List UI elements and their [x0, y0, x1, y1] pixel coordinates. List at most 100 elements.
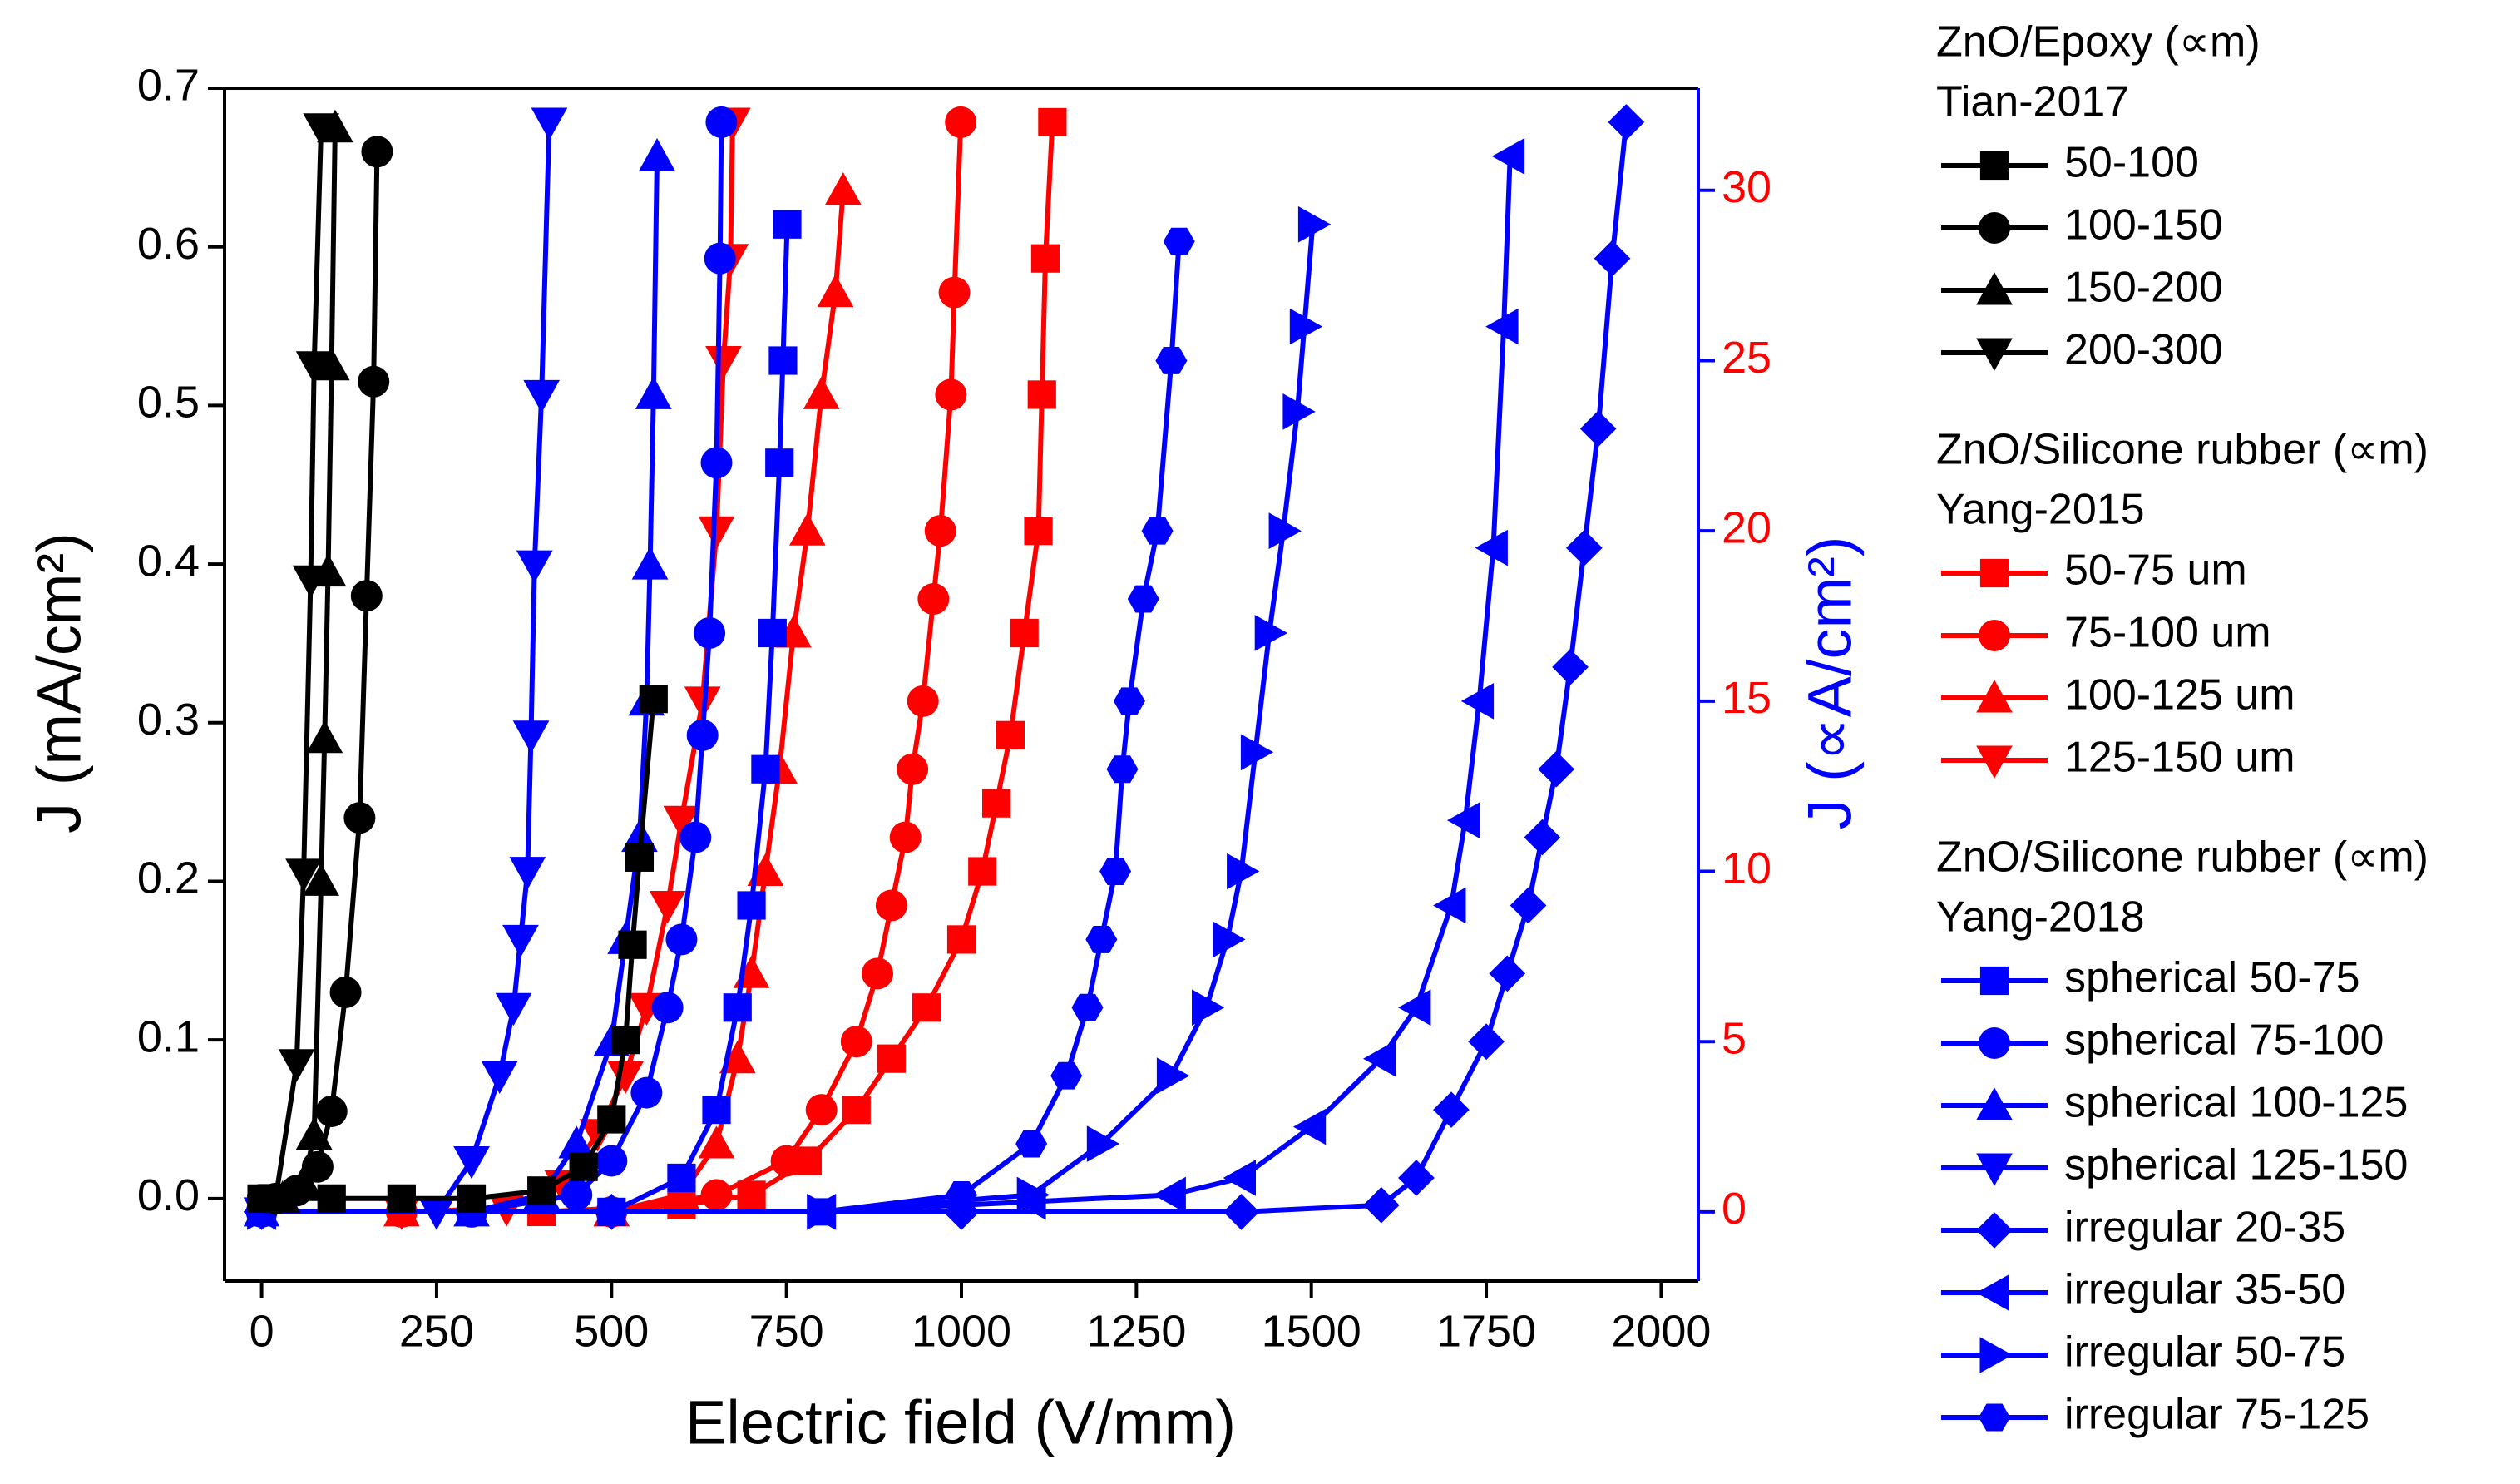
- legend-marker: [1979, 1027, 2010, 1059]
- series: [383, 107, 751, 1230]
- marker: [665, 923, 698, 956]
- legend-label: spherical 50-75: [2064, 954, 2360, 1002]
- marker: [1030, 244, 1060, 273]
- series: [243, 138, 1525, 1230]
- y2-tick-label: 5: [1722, 1013, 1747, 1063]
- marker: [1268, 512, 1302, 549]
- marker: [303, 113, 339, 146]
- marker: [946, 925, 976, 954]
- marker: [509, 857, 546, 890]
- marker: [639, 685, 668, 714]
- marker: [705, 106, 738, 138]
- marker: [569, 1152, 598, 1181]
- series-line: [401, 121, 735, 1214]
- marker: [877, 1044, 906, 1073]
- marker: [1282, 393, 1316, 430]
- marker: [825, 172, 862, 205]
- legend-label: spherical 125-150: [2064, 1141, 2408, 1190]
- marker: [805, 1198, 838, 1226]
- marker: [611, 1026, 640, 1055]
- marker: [803, 376, 840, 409]
- y-tick-label: 0.3: [137, 695, 200, 744]
- legend-subtitle: Yang-2018: [1936, 893, 2145, 942]
- marker: [630, 1076, 663, 1109]
- marker: [770, 1145, 803, 1177]
- marker: [805, 1094, 838, 1126]
- legend-label: spherical 75-100: [2064, 1017, 2384, 1065]
- marker: [912, 993, 941, 1022]
- marker: [1460, 683, 1495, 720]
- marker: [495, 992, 532, 1026]
- legend-label: irregular 35-50: [2064, 1266, 2345, 1314]
- marker: [516, 550, 553, 583]
- y-tick-label: 0.5: [137, 378, 200, 428]
- y-tick-label: 0.0: [137, 1170, 200, 1220]
- marker: [1113, 687, 1145, 715]
- series-line: [261, 156, 1513, 1214]
- marker: [285, 858, 322, 892]
- legend-label: 100-150: [2064, 201, 2223, 250]
- legend-marker: [1979, 1337, 2013, 1373]
- marker: [789, 512, 826, 546]
- marker: [285, 1164, 322, 1198]
- marker: [523, 379, 560, 413]
- marker: [292, 565, 329, 598]
- y2-tick-label: 20: [1722, 502, 1771, 552]
- marker: [686, 719, 719, 751]
- marker: [1433, 1091, 1470, 1128]
- legend-marker: [1976, 680, 2013, 713]
- legend-marker: [1979, 1403, 2010, 1432]
- marker: [840, 1026, 872, 1058]
- marker: [1297, 205, 1332, 243]
- legend-marker: [1979, 966, 2009, 996]
- legend-label: 150-200: [2064, 264, 2223, 312]
- legend-label: 75-100 um: [2064, 609, 2271, 657]
- marker: [453, 1146, 490, 1180]
- legend-label: irregular 50-75: [2064, 1328, 2345, 1377]
- marker: [917, 583, 950, 616]
- marker: [842, 1095, 871, 1125]
- legend-marker: [1979, 620, 2010, 651]
- marker: [1106, 755, 1139, 784]
- y-tick-label: 0.6: [137, 219, 200, 269]
- series: [247, 205, 1332, 1230]
- marker: [924, 515, 956, 547]
- marker: [694, 616, 726, 649]
- legend-label: 50-100: [2064, 139, 2199, 187]
- series: [245, 106, 738, 1228]
- marker: [1071, 993, 1104, 1021]
- legend-marker: [1976, 1274, 2009, 1311]
- legend-marker: [1976, 745, 2013, 779]
- marker: [303, 863, 339, 896]
- marker: [704, 242, 736, 275]
- marker: [1086, 1125, 1120, 1162]
- marker: [663, 1176, 700, 1209]
- marker: [938, 276, 971, 309]
- x-tick-label: 750: [749, 1306, 824, 1356]
- legend-marker: [1976, 272, 2013, 305]
- marker: [723, 993, 752, 1022]
- series: [247, 685, 668, 1213]
- legend-title: ZnO/Silicone rubber (∝m): [1936, 834, 2429, 882]
- marker: [1524, 819, 1561, 856]
- marker: [768, 346, 798, 375]
- marker: [1156, 1057, 1190, 1094]
- series-line: [273, 127, 324, 1200]
- y2-tick-label: 0: [1722, 1184, 1747, 1234]
- marker: [1038, 107, 1067, 137]
- marker: [1594, 240, 1631, 277]
- y2-tick-label: 10: [1722, 843, 1771, 893]
- marker: [618, 930, 647, 959]
- marker: [607, 1061, 644, 1094]
- legend-title: ZnO/Epoxy (∝m): [1936, 18, 2261, 67]
- marker: [1468, 1023, 1505, 1061]
- marker: [1223, 1160, 1256, 1196]
- marker: [1240, 734, 1274, 771]
- marker: [558, 1125, 595, 1159]
- marker: [1608, 104, 1645, 141]
- legend-marker: [1979, 558, 2009, 588]
- x-tick-label: 1250: [1086, 1306, 1186, 1356]
- marker: [313, 347, 350, 381]
- series: [245, 227, 1195, 1226]
- marker: [561, 1179, 593, 1211]
